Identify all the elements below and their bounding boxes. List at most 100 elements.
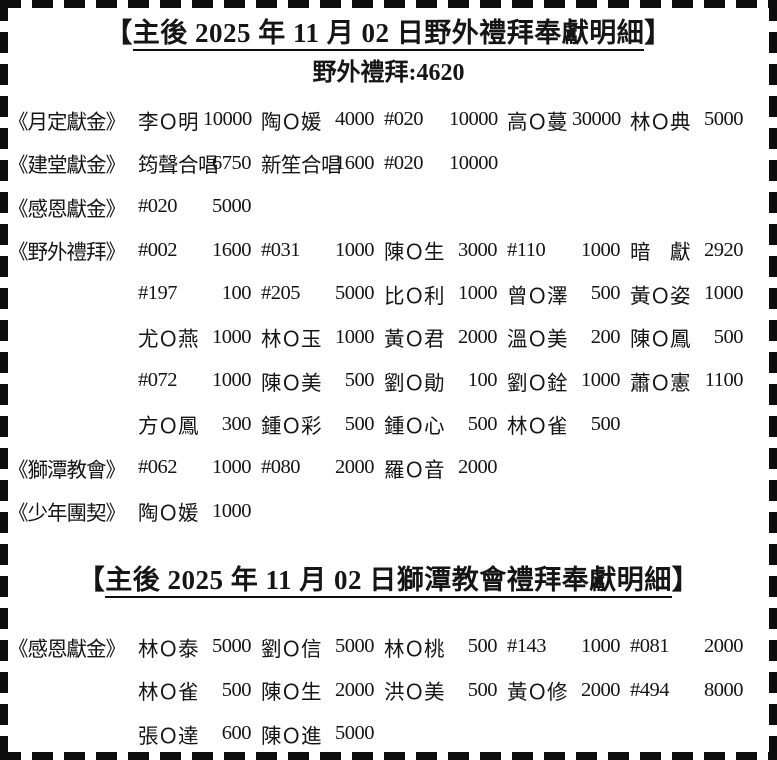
title-open-bracket: 【 [77, 565, 106, 595]
donation-amount: 500 [467, 635, 498, 658]
donor-name: 陶Ｏ媛 [261, 111, 322, 134]
category-label: 《少年團契》 [8, 503, 126, 526]
section1-title: 【主後 2025 年 11 月 02 日野外禮拜奉獻明細】 [8, 14, 769, 52]
donation-amount: 5000 [335, 635, 375, 658]
donor-name: 陳Ｏ生 [261, 682, 322, 705]
section1-title-text: 主後 2025 年 11 月 02 日野外禮拜奉獻明細 [132, 18, 645, 51]
donation-amount: 500 [590, 412, 621, 435]
donor-name: 暗 獻 [630, 242, 691, 265]
section2-title: 【主後 2025 年 11 月 02 日獅潭教會禮拜奉獻明細】 [8, 561, 769, 599]
donor-name: 曾Ｏ澤 [507, 285, 568, 308]
donor-name: 林Ｏ玉 [261, 329, 322, 352]
donor-name: #110 [507, 238, 546, 261]
offering-row: 林Ｏ雀 500 陳Ｏ生 2000 洪Ｏ美 500 黃Ｏ修 2000 #494 8000 [8, 669, 769, 713]
donor-name: 黃Ｏ君 [384, 329, 445, 352]
donor-name: 黃Ｏ姿 [630, 285, 691, 308]
donation-amount: 4000 [335, 108, 375, 131]
donation-amount: 500 [467, 678, 498, 701]
donor-name: #143 [507, 635, 547, 658]
donation-amount: 5000 [335, 282, 375, 305]
donor-name: 洪Ｏ美 [384, 682, 445, 705]
donor-name: 溫Ｏ美 [507, 329, 568, 352]
title-close-bracket: 】 [644, 18, 672, 48]
donation-amount: 500 [344, 369, 375, 392]
donation-amount: 500 [467, 412, 498, 435]
donation-amount: 2000 [335, 456, 375, 479]
donation-amount: 1000 [335, 238, 375, 261]
donation-amount: 10000 [449, 151, 498, 174]
donation-amount: 10000 [203, 108, 252, 131]
donation-amount: 2000 [704, 635, 744, 658]
donor-name: #002 [138, 238, 178, 261]
donor-name: #031 [261, 238, 301, 261]
donation-amount: 1000 [581, 238, 621, 261]
donation-amount: 1000 [581, 635, 621, 658]
donor-name: 羅Ｏ音 [384, 459, 445, 482]
donation-amount: 2000 [581, 678, 621, 701]
title-close-bracket: 】 [671, 565, 700, 595]
offering-row: 《建堂獻金》 筠聲合唱 6750 新笙合唱 1600 #020 10000 [8, 142, 769, 186]
donation-amount: 1000 [581, 369, 621, 392]
donation-amount: 1100 [704, 369, 744, 392]
donation-amount: 100 [221, 282, 252, 305]
donor-name: 陳Ｏ美 [261, 372, 322, 395]
donation-amount: 5000 [704, 108, 744, 131]
donation-amount: 300 [221, 412, 252, 435]
donor-name: 林Ｏ雀 [507, 416, 568, 439]
donor-name: 黃Ｏ修 [507, 682, 568, 705]
donation-amount: 30000 [572, 108, 621, 131]
donor-name: 陳Ｏ生 [384, 242, 445, 265]
donation-amount: 1600 [335, 151, 375, 174]
donor-name: #062 [138, 456, 178, 479]
donation-amount: 1600 [212, 238, 252, 261]
outdoor-service-total: 野外禮拜:4620 [312, 60, 465, 86]
donor-name: 林Ｏ泰 [138, 638, 199, 661]
category-label: 《野外禮拜》 [8, 242, 126, 265]
donor-name: 陳Ｏ鳳 [630, 329, 691, 352]
donation-amount: 5000 [212, 195, 252, 218]
offering-row: 《感恩獻金》 #020 5000 [8, 185, 769, 229]
donor-name: 方Ｏ鳳 [138, 416, 199, 439]
donor-name: 鍾Ｏ彩 [261, 416, 322, 439]
donor-name: #080 [261, 456, 301, 479]
donor-name: 劉Ｏ勛 [384, 372, 445, 395]
donor-name: 陳Ｏ進 [261, 725, 322, 748]
donation-amount: 500 [221, 678, 252, 701]
donor-name: #020 [138, 195, 178, 218]
donor-name: #020 [384, 151, 424, 174]
donor-name: 陶Ｏ媛 [138, 503, 199, 526]
donor-name: 李Ｏ明 [138, 111, 199, 134]
donor-name: 劉Ｏ銓 [507, 372, 568, 395]
category-label: 《獅潭教會》 [8, 459, 126, 482]
offering-row: 尤Ｏ燕 1000 林Ｏ玉 1000 黃Ｏ君 2000 溫Ｏ美 200 陳Ｏ鳳 500 [8, 316, 769, 360]
donation-amount: 6750 [212, 151, 252, 174]
donor-name: #205 [261, 282, 301, 305]
donor-name: 比Ｏ利 [384, 285, 445, 308]
donor-name: #494 [630, 678, 670, 701]
category-label: 《感恩獻金》 [8, 198, 126, 221]
dashed-border-right [769, 0, 777, 760]
offering-row: 《野外禮拜》 #002 1600 #031 1000 陳Ｏ生 3000 #110 1000 暗 獻… [8, 229, 769, 273]
donation-amount: 1000 [212, 369, 252, 392]
donation-amount: 500 [713, 325, 744, 348]
donor-name: 林Ｏ桃 [384, 638, 445, 661]
donation-amount: 2000 [458, 325, 498, 348]
donation-amount: 8000 [704, 678, 744, 701]
section1-rows: 《月定獻金》 李Ｏ明 10000 陶Ｏ媛 4000 #020 10000 高Ｏ蔓 30000 林Ｏ… [8, 98, 769, 533]
donation-amount: 1000 [212, 499, 252, 522]
donor-name: 高Ｏ蔓 [507, 111, 568, 134]
donation-amount: 5000 [212, 635, 252, 658]
donor-name: 筠聲合唱 [138, 155, 219, 178]
donation-amount: 1000 [212, 325, 252, 348]
report-content: 【主後 2025 年 11 月 02 日野外禮拜奉獻明細】 野外禮拜:4620 … [8, 8, 769, 752]
donor-name: 蕭Ｏ憲 [630, 372, 691, 395]
donation-amount: 2000 [458, 456, 498, 479]
donation-amount: 1000 [335, 325, 375, 348]
dashed-border-left [0, 0, 8, 760]
section2-title-text: 主後 2025 年 11 月 02 日獅潭教會禮拜奉獻明細 [105, 565, 672, 598]
donor-name: 劉Ｏ信 [261, 638, 322, 661]
offering-row: 《少年團契》 陶Ｏ媛 1000 [8, 490, 769, 534]
category-label: 《月定獻金》 [8, 111, 126, 134]
donation-amount: 3000 [458, 238, 498, 261]
